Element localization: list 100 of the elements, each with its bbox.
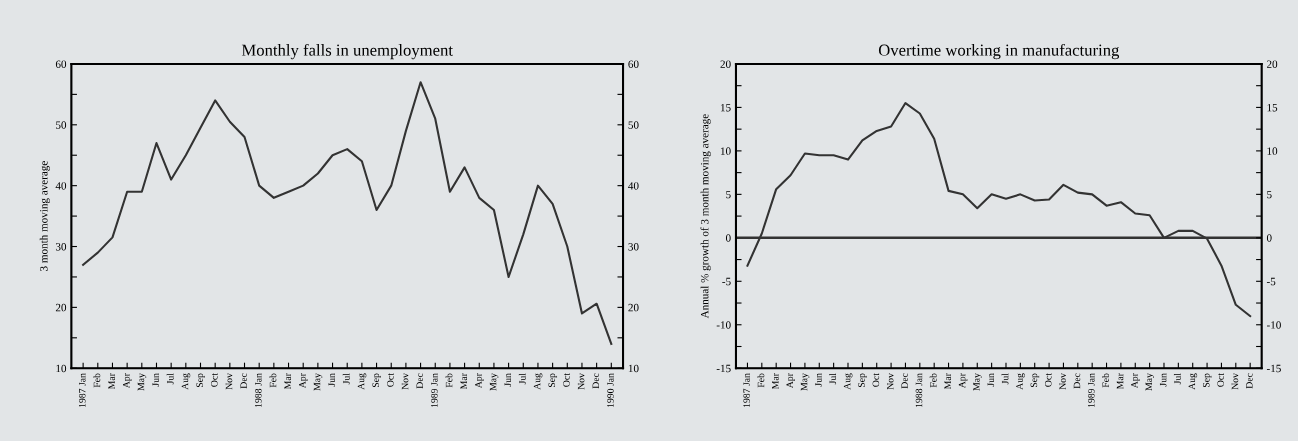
x-tick-label: Feb (445, 373, 453, 388)
x-tick-label: Jun (504, 373, 512, 387)
x-tick-label: Mar (108, 373, 115, 390)
x-tick-label: Apr (786, 373, 795, 389)
x-tick-label: Mar (284, 373, 291, 390)
y-tick-label: 15 (720, 103, 731, 112)
x-tick-label: Oct (1217, 373, 1224, 387)
x-tick-label: Dec (592, 373, 600, 389)
x-tick-label: Jul (1173, 373, 1181, 385)
y2-tick-label: 15 (1267, 103, 1278, 112)
y2-tick-label: 30 (628, 242, 639, 251)
x-tick-label: Sep (372, 373, 381, 388)
x-tick-label: Nov (1231, 373, 1239, 390)
x-tick-label: Jun (1159, 373, 1167, 387)
y2-tick-label: 5 (1267, 190, 1272, 199)
x-tick-label: 1987 Jan (743, 373, 750, 408)
y2-tick-label: -15 (1266, 364, 1281, 373)
x-tick-label: Apr (958, 373, 968, 389)
x-tick-label: 1989 Jan (431, 373, 438, 408)
x-tick-label: Apr (299, 373, 308, 389)
y-tick-label: 30 (55, 242, 67, 251)
x-tick-label: Sep (858, 373, 867, 388)
x-tick-label: Feb (929, 373, 937, 388)
x-tick-label: 1989 Jan (1088, 373, 1095, 408)
x-tick-label: Sep (548, 373, 558, 388)
x-tick-label: Jun (152, 373, 159, 387)
x-tick-label: Feb (757, 373, 765, 388)
x-tick-label: Dec (416, 373, 424, 389)
x-tick-label: May (800, 373, 810, 391)
y-tick-label: 50 (56, 121, 67, 129)
y-tick-label: -15 (716, 364, 731, 373)
y2-tick-label: 60 (628, 60, 639, 68)
x-tick-label: Jul (1001, 373, 1009, 385)
y2-tick-label: -10 (1266, 321, 1281, 329)
x-tick-label: Aug (843, 373, 853, 390)
y2-tick-label: 20 (1267, 60, 1278, 68)
x-tick-label: Feb (1102, 373, 1109, 388)
y-axis-title: 3 month moving average (39, 161, 50, 271)
x-tick-label: Sep (1030, 373, 1040, 388)
x-tick-label: Aug (357, 373, 367, 390)
x-tick-label: May (973, 373, 982, 391)
x-tick-label: Dec (1246, 373, 1253, 389)
x-tick-label: Jun (987, 373, 995, 387)
x-tick-label: May (313, 373, 323, 391)
x-tick-label: Feb (269, 373, 277, 388)
x-tick-label: Dec (240, 373, 247, 389)
x-tick-label: Oct (563, 373, 570, 387)
x-tick-label: Nov (577, 373, 585, 390)
y2-tick-label: 40 (628, 182, 639, 190)
x-tick-label: Oct (211, 373, 218, 387)
x-tick-label: 1988 Jan (915, 373, 923, 408)
y2-tick-label: 20 (628, 303, 639, 312)
y-tick-label: 5 (726, 190, 731, 199)
x-tick-label: Dec (1073, 373, 1081, 389)
x-tick-label: Jul (166, 373, 174, 385)
x-tick-label: Mar (1116, 373, 1124, 390)
y-tick-label: 20 (55, 303, 67, 312)
x-tick-label: Mar (944, 373, 951, 390)
x-tick-label: Apr (1131, 373, 1140, 389)
x-tick-label: 1987 Jan (79, 373, 86, 408)
y2-tick-label: 50 (628, 121, 639, 129)
x-tick-label: Sep (196, 373, 205, 388)
x-tick-label: Mar (772, 373, 779, 390)
x-tick-label: Oct (1044, 373, 1052, 387)
x-tick-label: May (489, 373, 499, 391)
chart-title: Overtime working in manufacturing (878, 43, 1120, 60)
x-tick-label: Nov (887, 373, 894, 390)
y2-tick-label: 10 (628, 364, 639, 373)
x-tick-label: Apr (123, 373, 132, 389)
x-tick-label: Nov (225, 373, 233, 390)
y-tick-label: -10 (716, 321, 731, 329)
x-tick-label: Mar (460, 373, 468, 390)
y-axis-title: Annual % growth of 3 month moving average (700, 114, 711, 319)
y2-tick-label: 0 (1266, 234, 1272, 242)
x-tick-label: Aug (181, 373, 191, 390)
x-tick-label: Feb (93, 373, 101, 388)
y2-tick-label: -5 (1266, 277, 1276, 286)
x-tick-label: 1988 Jan (255, 373, 262, 408)
x-tick-label: 1990 Jan (607, 373, 614, 408)
x-tick-label: Oct (387, 373, 394, 387)
x-tick-label: Nov (401, 373, 409, 390)
x-tick-label: May (1145, 373, 1155, 391)
x-tick-label: Aug (1188, 373, 1198, 390)
y-tick-label: 40 (55, 182, 67, 190)
y-tick-label: 10 (56, 364, 67, 373)
x-tick-label: Oct (872, 373, 880, 387)
x-tick-label: Jul (829, 373, 837, 385)
y-tick-label: 60 (55, 60, 67, 68)
x-tick-label: May (137, 373, 147, 391)
x-tick-label: Dec (901, 373, 908, 389)
y-tick-label: 10 (720, 147, 731, 155)
x-tick-label: Aug (533, 373, 543, 390)
x-tick-label: Jun (328, 373, 335, 387)
y-tick-label: -5 (722, 277, 731, 286)
x-tick-label: Aug (1016, 373, 1025, 390)
x-tick-label: Apr (475, 373, 484, 389)
y-tick-label: 0 (725, 234, 731, 242)
x-tick-label: Jun (815, 373, 822, 387)
chart-title: Monthly falls in unemployment (241, 43, 453, 60)
y2-tick-label: 10 (1267, 147, 1278, 155)
